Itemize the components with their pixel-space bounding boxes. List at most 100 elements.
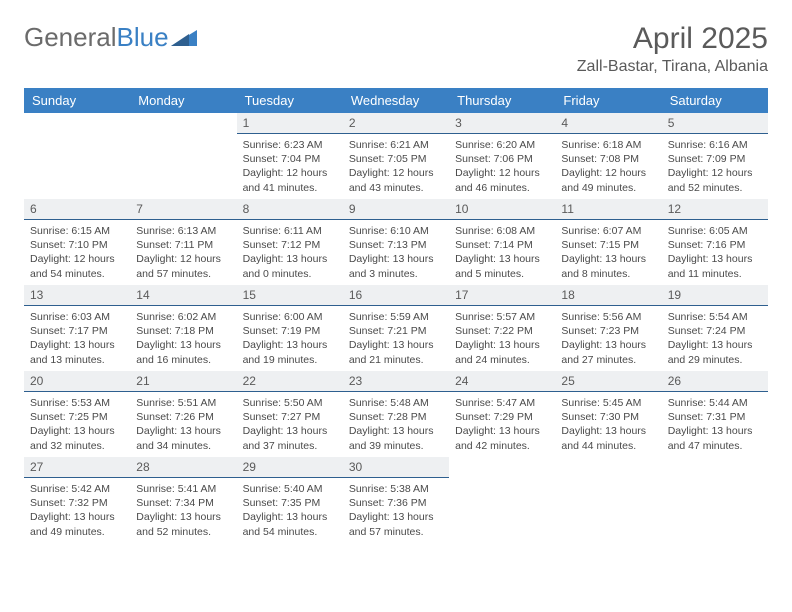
day-number: 19 bbox=[662, 285, 768, 306]
calendar-cell: 22Sunrise: 5:50 AMSunset: 7:27 PMDayligh… bbox=[237, 371, 343, 457]
calendar-page: GeneralBlue April 2025 Zall-Bastar, Tira… bbox=[0, 0, 792, 543]
day-number: 10 bbox=[449, 199, 555, 220]
calendar-cell: 8Sunrise: 6:11 AMSunset: 7:12 PMDaylight… bbox=[237, 199, 343, 285]
day-number: 23 bbox=[343, 371, 449, 392]
day-number: 20 bbox=[24, 371, 130, 392]
calendar-cell: 24Sunrise: 5:47 AMSunset: 7:29 PMDayligh… bbox=[449, 371, 555, 457]
day-number: 21 bbox=[130, 371, 236, 392]
day-number: 30 bbox=[343, 457, 449, 478]
calendar-week: 27Sunrise: 5:42 AMSunset: 7:32 PMDayligh… bbox=[24, 457, 768, 543]
day-details: Sunrise: 5:51 AMSunset: 7:26 PMDaylight:… bbox=[130, 392, 236, 453]
calendar-cell: 13Sunrise: 6:03 AMSunset: 7:17 PMDayligh… bbox=[24, 285, 130, 371]
calendar-cell: 11Sunrise: 6:07 AMSunset: 7:15 PMDayligh… bbox=[555, 199, 661, 285]
calendar-cell: 14Sunrise: 6:02 AMSunset: 7:18 PMDayligh… bbox=[130, 285, 236, 371]
calendar-cell bbox=[662, 457, 768, 543]
day-details: Sunrise: 5:44 AMSunset: 7:31 PMDaylight:… bbox=[662, 392, 768, 453]
logo-text-blue: Blue bbox=[117, 22, 169, 53]
day-details: Sunrise: 5:45 AMSunset: 7:30 PMDaylight:… bbox=[555, 392, 661, 453]
day-details: Sunrise: 5:38 AMSunset: 7:36 PMDaylight:… bbox=[343, 478, 449, 539]
calendar-cell: 23Sunrise: 5:48 AMSunset: 7:28 PMDayligh… bbox=[343, 371, 449, 457]
calendar-body: 1Sunrise: 6:23 AMSunset: 7:04 PMDaylight… bbox=[24, 113, 768, 543]
day-number: 13 bbox=[24, 285, 130, 306]
calendar-cell: 27Sunrise: 5:42 AMSunset: 7:32 PMDayligh… bbox=[24, 457, 130, 543]
day-details: Sunrise: 6:20 AMSunset: 7:06 PMDaylight:… bbox=[449, 134, 555, 195]
location: Zall-Bastar, Tirana, Albania bbox=[577, 58, 768, 76]
day-number: 29 bbox=[237, 457, 343, 478]
day-number: 24 bbox=[449, 371, 555, 392]
day-details: Sunrise: 5:59 AMSunset: 7:21 PMDaylight:… bbox=[343, 306, 449, 367]
logo-triangle-icon bbox=[171, 22, 197, 53]
day-number bbox=[555, 457, 661, 463]
day-number: 17 bbox=[449, 285, 555, 306]
title-block: April 2025 Zall-Bastar, Tirana, Albania bbox=[577, 22, 768, 76]
day-details: Sunrise: 5:42 AMSunset: 7:32 PMDaylight:… bbox=[24, 478, 130, 539]
day-header: Friday bbox=[555, 88, 661, 113]
calendar-cell bbox=[555, 457, 661, 543]
day-details: Sunrise: 6:11 AMSunset: 7:12 PMDaylight:… bbox=[237, 220, 343, 281]
calendar-cell: 2Sunrise: 6:21 AMSunset: 7:05 PMDaylight… bbox=[343, 113, 449, 199]
calendar-cell: 4Sunrise: 6:18 AMSunset: 7:08 PMDaylight… bbox=[555, 113, 661, 199]
day-header: Monday bbox=[130, 88, 236, 113]
day-number: 27 bbox=[24, 457, 130, 478]
day-number: 9 bbox=[343, 199, 449, 220]
day-number: 4 bbox=[555, 113, 661, 134]
calendar-cell bbox=[24, 113, 130, 199]
day-number: 8 bbox=[237, 199, 343, 220]
day-details: Sunrise: 5:50 AMSunset: 7:27 PMDaylight:… bbox=[237, 392, 343, 453]
calendar-cell: 29Sunrise: 5:40 AMSunset: 7:35 PMDayligh… bbox=[237, 457, 343, 543]
day-number: 14 bbox=[130, 285, 236, 306]
header: GeneralBlue April 2025 Zall-Bastar, Tira… bbox=[24, 22, 768, 76]
day-number: 5 bbox=[662, 113, 768, 134]
day-details: Sunrise: 6:23 AMSunset: 7:04 PMDaylight:… bbox=[237, 134, 343, 195]
day-details: Sunrise: 6:08 AMSunset: 7:14 PMDaylight:… bbox=[449, 220, 555, 281]
day-number bbox=[24, 113, 130, 119]
calendar-cell: 7Sunrise: 6:13 AMSunset: 7:11 PMDaylight… bbox=[130, 199, 236, 285]
day-details: Sunrise: 5:53 AMSunset: 7:25 PMDaylight:… bbox=[24, 392, 130, 453]
day-number bbox=[449, 457, 555, 463]
calendar-cell: 1Sunrise: 6:23 AMSunset: 7:04 PMDaylight… bbox=[237, 113, 343, 199]
day-details: Sunrise: 5:47 AMSunset: 7:29 PMDaylight:… bbox=[449, 392, 555, 453]
day-header: Wednesday bbox=[343, 88, 449, 113]
day-number: 26 bbox=[662, 371, 768, 392]
day-details: Sunrise: 5:48 AMSunset: 7:28 PMDaylight:… bbox=[343, 392, 449, 453]
calendar-cell: 25Sunrise: 5:45 AMSunset: 7:30 PMDayligh… bbox=[555, 371, 661, 457]
calendar-cell: 30Sunrise: 5:38 AMSunset: 7:36 PMDayligh… bbox=[343, 457, 449, 543]
calendar-cell: 3Sunrise: 6:20 AMSunset: 7:06 PMDaylight… bbox=[449, 113, 555, 199]
calendar-cell: 28Sunrise: 5:41 AMSunset: 7:34 PMDayligh… bbox=[130, 457, 236, 543]
day-details: Sunrise: 6:21 AMSunset: 7:05 PMDaylight:… bbox=[343, 134, 449, 195]
day-number: 18 bbox=[555, 285, 661, 306]
day-details: Sunrise: 5:56 AMSunset: 7:23 PMDaylight:… bbox=[555, 306, 661, 367]
calendar-cell: 5Sunrise: 6:16 AMSunset: 7:09 PMDaylight… bbox=[662, 113, 768, 199]
calendar-cell: 6Sunrise: 6:15 AMSunset: 7:10 PMDaylight… bbox=[24, 199, 130, 285]
calendar-cell bbox=[130, 113, 236, 199]
day-number: 2 bbox=[343, 113, 449, 134]
day-number: 16 bbox=[343, 285, 449, 306]
day-details: Sunrise: 6:03 AMSunset: 7:17 PMDaylight:… bbox=[24, 306, 130, 367]
day-details: Sunrise: 5:57 AMSunset: 7:22 PMDaylight:… bbox=[449, 306, 555, 367]
day-details: Sunrise: 6:10 AMSunset: 7:13 PMDaylight:… bbox=[343, 220, 449, 281]
day-header: Saturday bbox=[662, 88, 768, 113]
day-number bbox=[130, 113, 236, 119]
calendar-cell: 20Sunrise: 5:53 AMSunset: 7:25 PMDayligh… bbox=[24, 371, 130, 457]
calendar-week: 1Sunrise: 6:23 AMSunset: 7:04 PMDaylight… bbox=[24, 113, 768, 199]
day-number: 1 bbox=[237, 113, 343, 134]
day-details: Sunrise: 6:05 AMSunset: 7:16 PMDaylight:… bbox=[662, 220, 768, 281]
calendar-week: 13Sunrise: 6:03 AMSunset: 7:17 PMDayligh… bbox=[24, 285, 768, 371]
calendar-cell: 12Sunrise: 6:05 AMSunset: 7:16 PMDayligh… bbox=[662, 199, 768, 285]
calendar-cell: 15Sunrise: 6:00 AMSunset: 7:19 PMDayligh… bbox=[237, 285, 343, 371]
day-number: 12 bbox=[662, 199, 768, 220]
day-header: Thursday bbox=[449, 88, 555, 113]
calendar-week: 6Sunrise: 6:15 AMSunset: 7:10 PMDaylight… bbox=[24, 199, 768, 285]
day-details: Sunrise: 6:15 AMSunset: 7:10 PMDaylight:… bbox=[24, 220, 130, 281]
day-details: Sunrise: 5:40 AMSunset: 7:35 PMDaylight:… bbox=[237, 478, 343, 539]
day-details: Sunrise: 6:02 AMSunset: 7:18 PMDaylight:… bbox=[130, 306, 236, 367]
day-header: Sunday bbox=[24, 88, 130, 113]
day-number bbox=[662, 457, 768, 463]
day-details: Sunrise: 5:41 AMSunset: 7:34 PMDaylight:… bbox=[130, 478, 236, 539]
logo-text-general: General bbox=[24, 22, 117, 53]
calendar-cell bbox=[449, 457, 555, 543]
day-header: Tuesday bbox=[237, 88, 343, 113]
day-number: 6 bbox=[24, 199, 130, 220]
calendar-header-row: SundayMondayTuesdayWednesdayThursdayFrid… bbox=[24, 88, 768, 113]
day-details: Sunrise: 6:07 AMSunset: 7:15 PMDaylight:… bbox=[555, 220, 661, 281]
